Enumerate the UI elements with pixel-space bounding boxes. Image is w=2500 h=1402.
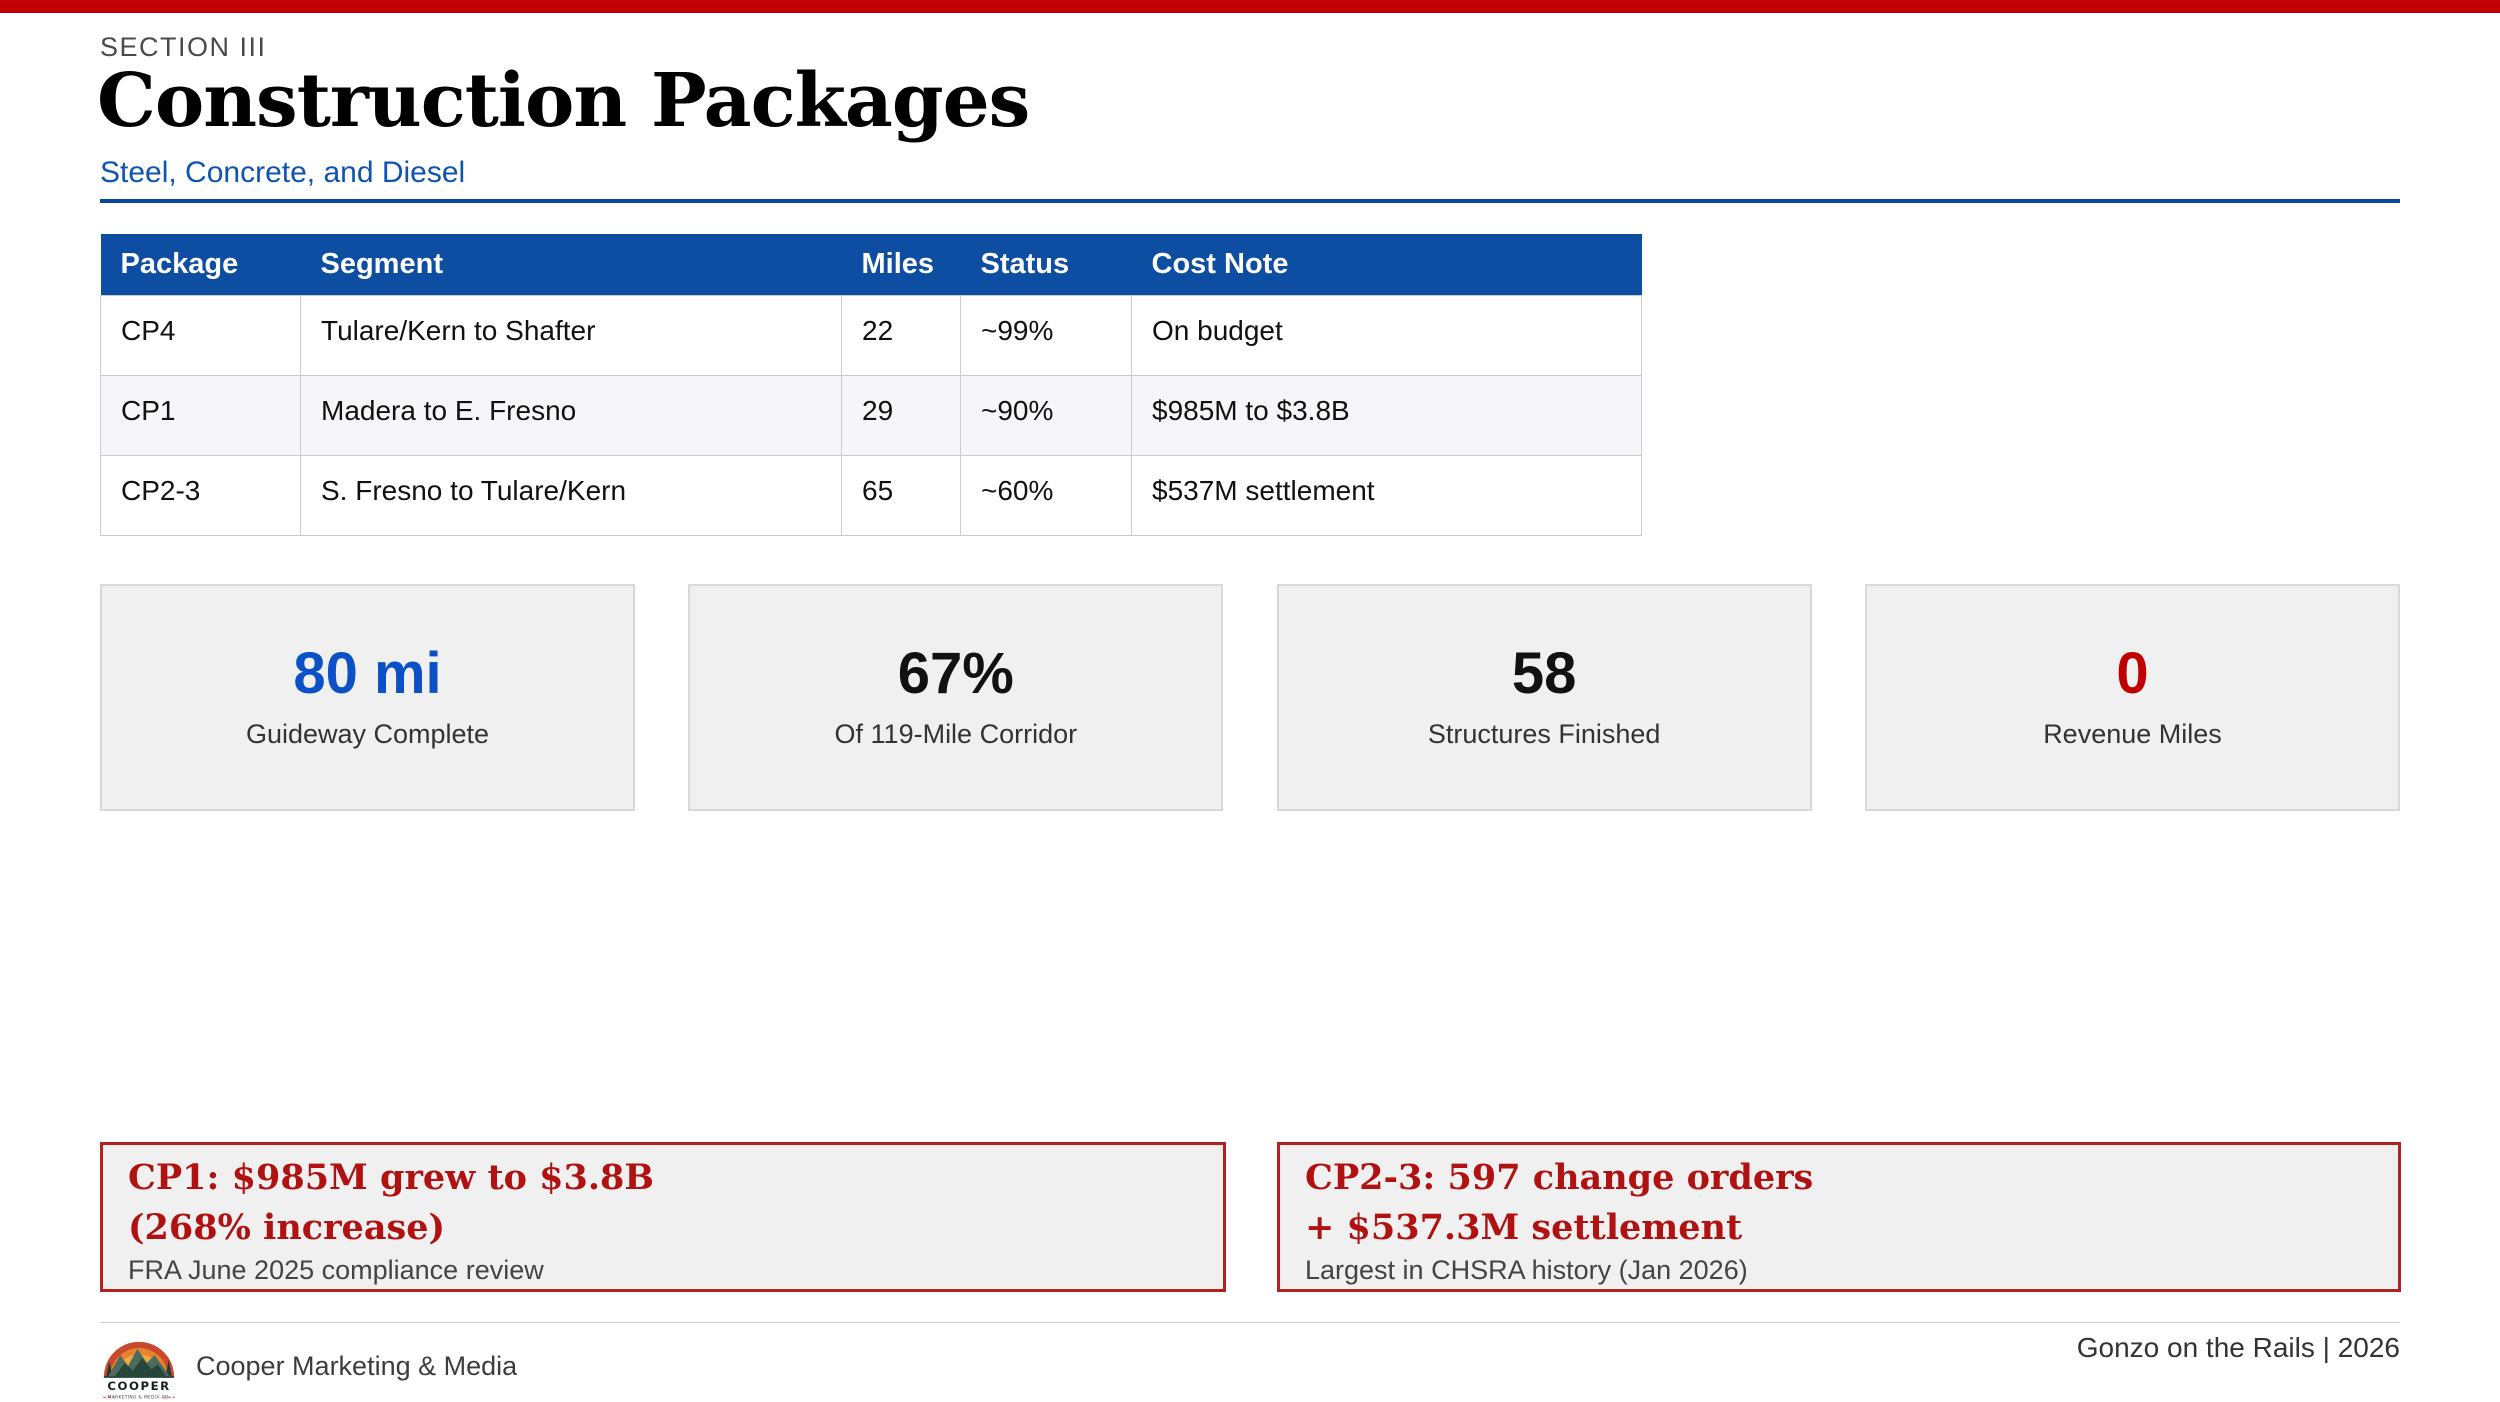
cell-miles: 22 (841, 294, 961, 376)
stat-card-structures: 58 Structures Finished (1276, 584, 1812, 811)
stat-label: Guideway Complete (245, 719, 490, 749)
section-kicker: SECTION III (100, 32, 267, 62)
callout-title-line: CP1: $985M grew to $3.8B (128, 1157, 654, 1198)
stat-label: Structures Finished (1427, 719, 1661, 749)
cell-segment: Tulare/Kern to Shafter (300, 294, 842, 376)
table-row: CP4 Tulare/Kern to Shafter 22 ~99% On bu… (100, 294, 1642, 376)
cell-miles: 65 (841, 454, 961, 536)
cell-miles: 29 (841, 374, 961, 456)
construction-packages-table: Package Segment Miles Status Cost Note C… (100, 234, 1642, 536)
cell-package: CP4 (100, 294, 301, 376)
footer-brand: COOPER MARKETING & MEDIA CO. Cooper Mark… (100, 1330, 517, 1402)
callout-subtext: FRA June 2025 compliance review (128, 1255, 544, 1286)
footer-brand-name: Cooper Marketing & Media (196, 1350, 518, 1381)
stat-card-corridor: 67% Of 119-Mile Corridor (688, 584, 1224, 811)
stat-card-revenue: 0 Revenue Miles (1864, 584, 2400, 811)
col-header-segment: Segment (300, 234, 842, 295)
cell-package: CP2-3 (100, 454, 301, 536)
col-header-miles: Miles (841, 234, 961, 295)
cell-status: ~99% (960, 294, 1132, 376)
stat-card-guideway: 80 mi Guideway Complete (100, 584, 635, 811)
callout-title-line: + $537.3M settlement (1305, 1206, 1743, 1248)
cell-status: ~60% (960, 454, 1132, 536)
stat-label: Of 119-Mile Corridor (834, 719, 1078, 749)
col-header-package: Package (100, 234, 301, 295)
table-row: CP2-3 S. Fresno to Tulare/Kern 65 ~60% $… (100, 454, 1642, 536)
callout-title-line: (268% increase) (128, 1206, 446, 1248)
callout-title-line: CP2-3: 597 change orders (1305, 1157, 1814, 1198)
header-divider (100, 199, 2400, 203)
footer-divider (100, 1322, 2400, 1323)
stat-value: 0 (2116, 641, 2149, 706)
col-header-status: Status (960, 234, 1132, 295)
cell-segment: S. Fresno to Tulare/Kern (300, 454, 842, 536)
cell-segment: Madera to E. Fresno (300, 374, 842, 456)
cooper-logo-icon: COOPER MARKETING & MEDIA CO. (103, 1341, 175, 1401)
stat-cards-row: 80 mi Guideway Complete 67% Of 119-Mile … (100, 584, 2400, 811)
cell-cost-note: $985M to $3.8B (1131, 374, 1642, 456)
page-subtitle: Steel, Concrete, and Diesel (100, 156, 466, 189)
col-header-cost-note: Cost Note (1131, 234, 1642, 295)
stat-value: 67% (897, 641, 1014, 706)
stat-label: Revenue Miles (2043, 719, 2222, 749)
cell-status: ~90% (960, 374, 1132, 456)
stat-value: 80 mi (293, 641, 442, 706)
logo-tagline: MARKETING & MEDIA CO. (108, 1395, 171, 1401)
logo-wordmark: COOPER (107, 1379, 170, 1393)
cell-cost-note: On budget (1131, 294, 1642, 376)
cell-package: CP1 (100, 374, 301, 456)
footer-credit: Gonzo on the Rails | 2026 (2076, 1332, 2400, 1363)
table-row: CP1 Madera to E. Fresno 29 ~90% $985M to… (100, 374, 1642, 456)
table-header-row: Package Segment Miles Status Cost Note (100, 234, 1642, 295)
top-accent-bar (0, 0, 2500, 13)
callout-cp1: CP1: $985M grew to $3.8B (268% increase)… (100, 1142, 1226, 1292)
cell-cost-note: $537M settlement (1131, 454, 1642, 536)
callout-cp23: CP2-3: 597 change orders + $537.3M settl… (1277, 1142, 2401, 1292)
callout-subtext: Largest in CHSRA history (Jan 2026) (1305, 1255, 1748, 1286)
page-title: Construction Packages (97, 58, 1030, 144)
stat-value: 58 (1511, 641, 1577, 706)
